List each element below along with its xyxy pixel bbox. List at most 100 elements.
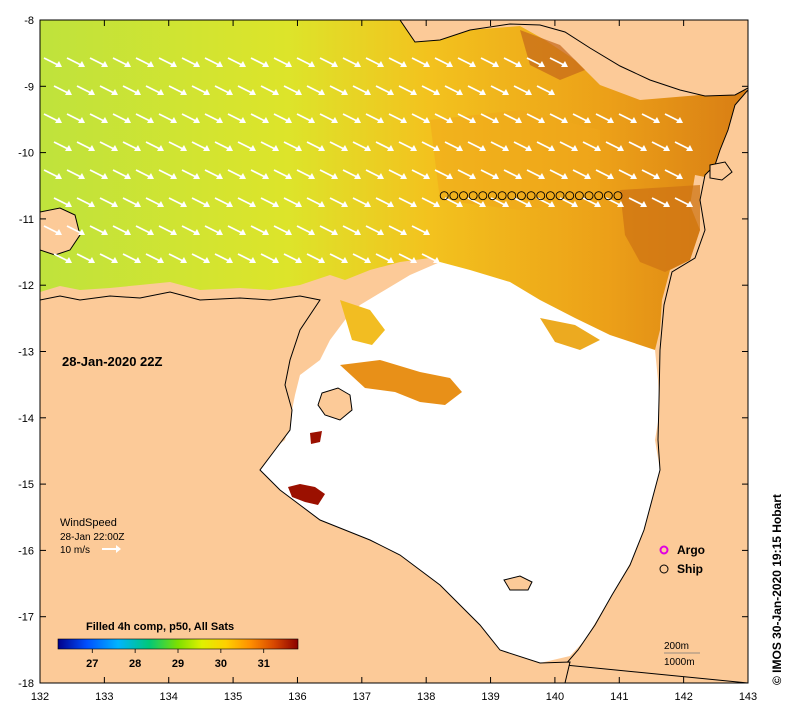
- wind-arrow: [503, 113, 522, 123]
- wind-arrow: [53, 197, 72, 207]
- wind-arrow: [145, 141, 164, 151]
- wind-arrow: [549, 57, 568, 67]
- wind-arrow: [99, 197, 118, 207]
- wind-arrow: [227, 57, 246, 67]
- wind-arrow: [273, 113, 292, 123]
- wind-arrow: [99, 85, 118, 95]
- ship-position-marker: [516, 191, 526, 201]
- wind-arrow: [135, 169, 154, 179]
- colorbar-tick-label: 29: [172, 658, 184, 670]
- wind-arrow: [135, 113, 154, 123]
- x-tick-label: 143: [739, 691, 757, 703]
- wind-arrow: [168, 85, 187, 95]
- wind-arrow: [66, 225, 85, 235]
- wind-arrow: [444, 197, 463, 207]
- wind-arrow: [651, 197, 670, 207]
- cape-york: [563, 89, 748, 683]
- wind-arrow: [260, 85, 279, 95]
- wind-arrow: [112, 225, 131, 235]
- wind-arrow: [122, 197, 141, 207]
- wind-arrow: [191, 85, 210, 95]
- ship-position-marker: [439, 191, 449, 201]
- wind-arrow: [43, 57, 62, 67]
- colorbar: [57, 638, 299, 650]
- wind-arrow: [480, 57, 499, 67]
- ship-position-marker: [526, 191, 536, 201]
- ship-position-marker: [449, 191, 459, 201]
- wind-arrow: [605, 141, 624, 151]
- wind-arrow: [388, 113, 407, 123]
- wind-arrow: [674, 197, 693, 207]
- colorbar-tick-label: 28: [129, 658, 141, 670]
- wind-arrow: [204, 113, 223, 123]
- wind-arrow: [536, 85, 555, 95]
- wind-arrow: [329, 253, 348, 263]
- wind-arrows: [43, 57, 693, 263]
- argo-label: Argo: [677, 543, 705, 557]
- wind-arrow: [250, 57, 269, 67]
- wind-arrow: [421, 197, 440, 207]
- wind-arrow: [434, 169, 453, 179]
- wind-arrow: [283, 141, 302, 151]
- wind-arrow: [572, 169, 591, 179]
- wind-arrow: [296, 225, 315, 235]
- wind-arrow: [444, 141, 463, 151]
- wind-arrow: [480, 169, 499, 179]
- wind-arrow: [250, 113, 269, 123]
- wind-arrow: [319, 113, 338, 123]
- wind-arrow: [549, 113, 568, 123]
- wind-arrow: [388, 225, 407, 235]
- wind-arrow: [526, 169, 545, 179]
- sst-field: [40, 20, 748, 350]
- wind-arrow: [375, 85, 394, 95]
- wind-arrow: [135, 225, 154, 235]
- sst-gulf-patch: [340, 360, 462, 405]
- wind-arrow: [490, 141, 509, 151]
- argo-symbol: [659, 545, 669, 555]
- wind-arrow: [582, 197, 601, 207]
- wind-arrow: [595, 169, 614, 179]
- ship-position-marker: [594, 191, 604, 201]
- wind-arrow: [582, 141, 601, 151]
- ship-position-marker: [478, 191, 488, 201]
- ship-position-marker: [574, 191, 584, 201]
- y-tick-label: -10: [18, 148, 34, 160]
- wind-arrow: [365, 225, 384, 235]
- wind-arrow: [651, 141, 670, 151]
- x-tick-label: 140: [546, 691, 564, 703]
- wind-arrow: [76, 141, 95, 151]
- ship-position-marker: [565, 191, 575, 201]
- wind-arrow: [513, 141, 532, 151]
- wind-arrow: [513, 197, 532, 207]
- wind-arrow: [273, 225, 292, 235]
- x-tick-label: 142: [674, 691, 692, 703]
- sst-mid-patch: [430, 110, 600, 210]
- wind-arrow: [181, 113, 200, 123]
- ship-track: [439, 191, 623, 201]
- wind-arrow: [214, 253, 233, 263]
- wind-arrow: [181, 169, 200, 179]
- wind-arrow: [76, 85, 95, 95]
- wind-arrow: [296, 169, 315, 179]
- wind-arrow: [145, 197, 164, 207]
- wind-arrow: [158, 225, 177, 235]
- contour-1000m-label: 1000m: [664, 657, 695, 668]
- x-tick-label: 136: [288, 691, 306, 703]
- y-tick-label: -17: [18, 612, 34, 624]
- wind-arrow: [641, 113, 660, 123]
- wind-arrow: [227, 225, 246, 235]
- wind-arrow: [457, 169, 476, 179]
- y-tick-label: -12: [18, 280, 34, 292]
- wind-arrow: [411, 113, 430, 123]
- ship-position-marker: [555, 191, 565, 201]
- y-tick-label: -11: [19, 214, 34, 226]
- wind-arrow: [76, 197, 95, 207]
- wind-arrow: [398, 197, 417, 207]
- wind-arrow: [365, 169, 384, 179]
- wind-arrow: [158, 57, 177, 67]
- wind-arrow: [342, 113, 361, 123]
- wind-arrow: [204, 225, 223, 235]
- wind-arrow: [273, 57, 292, 67]
- wind-arrow: [250, 225, 269, 235]
- wind-arrow: [352, 253, 371, 263]
